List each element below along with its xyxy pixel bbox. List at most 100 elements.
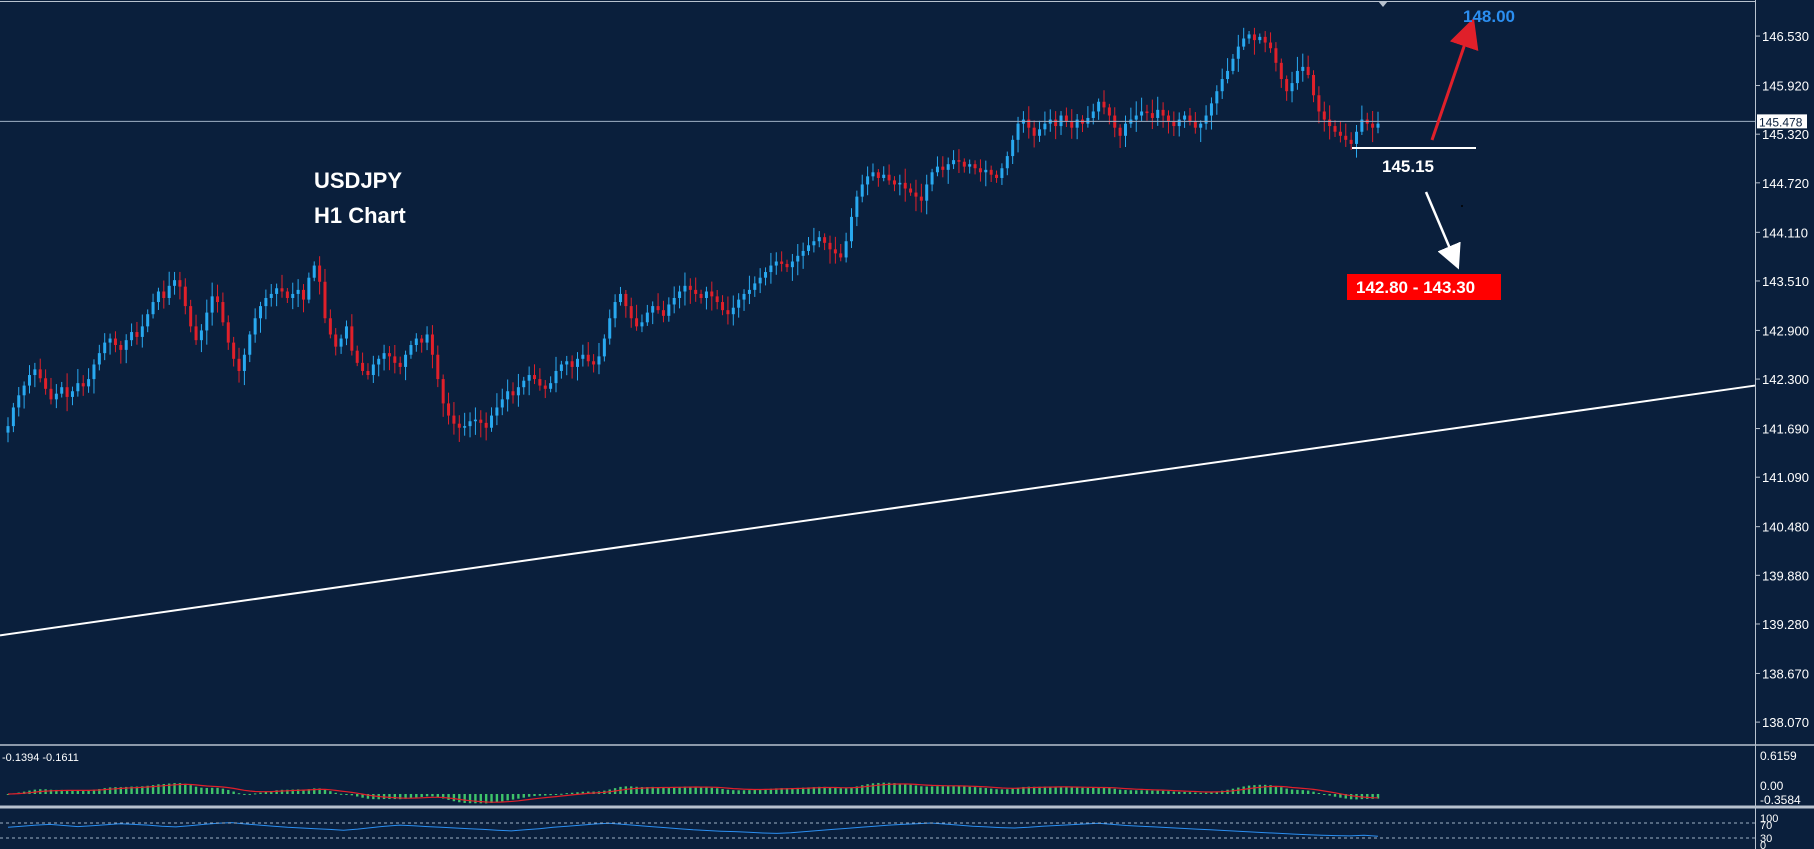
macd-histogram-bar [801, 787, 805, 794]
macd-histogram-bar [388, 794, 391, 799]
candle-body [1328, 119, 1332, 127]
candle-body [1199, 123, 1203, 128]
rsi-line [7, 822, 1379, 837]
candle-body [140, 326, 144, 337]
candle-body [903, 182, 907, 189]
candle-body [559, 364, 563, 371]
macd-histogram-bar [463, 794, 466, 803]
rsi-tick-30: 30 [1760, 833, 1772, 845]
candle-body [656, 306, 660, 311]
macd-histogram-bar [1172, 791, 1176, 794]
macd-histogram-bar [758, 789, 762, 794]
macd-histogram-bar [635, 786, 638, 794]
macd-histogram-bar [1011, 788, 1014, 794]
macd-histogram-bar [904, 783, 907, 794]
macd-histogram-bar [114, 787, 117, 794]
candle-body [103, 342, 107, 354]
candle-body [237, 358, 241, 371]
macd-histogram-bar [1118, 789, 1122, 794]
candle-body [1344, 135, 1348, 140]
macd-histogram-bar [49, 789, 53, 794]
candle-body [1156, 109, 1160, 118]
macd-histogram-bar [855, 786, 859, 794]
candle-body [807, 245, 811, 251]
candle-body [1123, 123, 1127, 136]
ascending-trendline [0, 384, 1756, 637]
macd-histogram-bar [527, 794, 531, 797]
candle-body [393, 356, 397, 363]
candle-body [549, 383, 553, 389]
macd-histogram-bar [227, 789, 230, 794]
candle-body [699, 293, 703, 298]
candle-body [833, 249, 837, 254]
candle-body [1091, 111, 1095, 118]
macd-histogram-bar [1312, 791, 1315, 794]
candle-body [1000, 168, 1004, 178]
macd-histogram-bar [925, 786, 928, 794]
candle-body [624, 293, 628, 307]
candle-body [731, 307, 735, 315]
candle-body [54, 393, 58, 400]
macd-histogram-bar [1135, 790, 1138, 794]
candle-body [1102, 101, 1106, 108]
candle-body [527, 375, 531, 381]
candle-body [156, 291, 160, 303]
macd-signal-line [7, 783, 1379, 803]
candle-body [984, 169, 988, 173]
macd-histogram-bar [1263, 784, 1267, 794]
candle-body [1005, 156, 1009, 169]
macd-histogram-bar [1065, 786, 1068, 794]
candle-body [173, 280, 177, 286]
chart-shift-marker[interactable] [1378, 1, 1388, 7]
price-tick-label: 144.110 [1762, 225, 1808, 240]
macd-histogram-bar [1156, 790, 1159, 794]
candle-body [962, 161, 966, 167]
candle-body [952, 160, 956, 165]
macd-histogram-bar [646, 787, 649, 794]
macd-histogram-bar [1258, 784, 1262, 794]
candle-body [199, 330, 203, 341]
macd-histogram-bar [549, 794, 552, 796]
macd-histogram-bar [157, 784, 160, 794]
candle-body [414, 338, 418, 346]
macd-tick-high: 0.6159 [1760, 749, 1797, 763]
candle-body [968, 164, 972, 167]
macd-histogram-bar [726, 789, 730, 794]
candle-body [1220, 79, 1224, 92]
macd-histogram-bar [554, 794, 558, 795]
candle-body [592, 361, 596, 365]
macd-histogram-bar [1124, 790, 1127, 794]
macd-histogram-bar [1049, 786, 1052, 794]
macd-histogram-bar [877, 782, 880, 794]
candle-body [404, 354, 408, 367]
macd-histogram-bar [1339, 794, 1342, 798]
candle-body [1032, 127, 1036, 136]
candle-body [597, 356, 601, 365]
macd-histogram-bar [1204, 792, 1208, 794]
macd-histogram-bar [87, 790, 90, 794]
macd-histogram-bar [769, 788, 773, 794]
macd-histogram-bar [1366, 794, 1369, 799]
macd-histogram-bar [1274, 785, 1278, 794]
candle-body [328, 318, 332, 335]
candle-body [839, 253, 843, 258]
candle-body [38, 369, 42, 379]
macd-histogram-bar [307, 789, 311, 794]
macd-histogram-bar [1145, 790, 1149, 794]
macd-histogram-bar [1038, 786, 1041, 794]
candle-body [941, 166, 945, 170]
macd-histogram-bar [495, 794, 499, 803]
candle-body [108, 338, 112, 343]
macd-histogram-bar [334, 792, 337, 794]
macd-pane [6, 782, 1380, 804]
candle-body [301, 289, 305, 300]
macd-histogram-bar [76, 790, 80, 794]
rsi-tick-0: 0 [1760, 840, 1766, 849]
candle-body [1086, 117, 1090, 124]
macd-tick-zero: 0.00 [1760, 779, 1784, 793]
candle-body [11, 407, 15, 427]
candle-body [1027, 119, 1031, 128]
candle-body [162, 291, 166, 298]
candle-body [753, 283, 757, 290]
